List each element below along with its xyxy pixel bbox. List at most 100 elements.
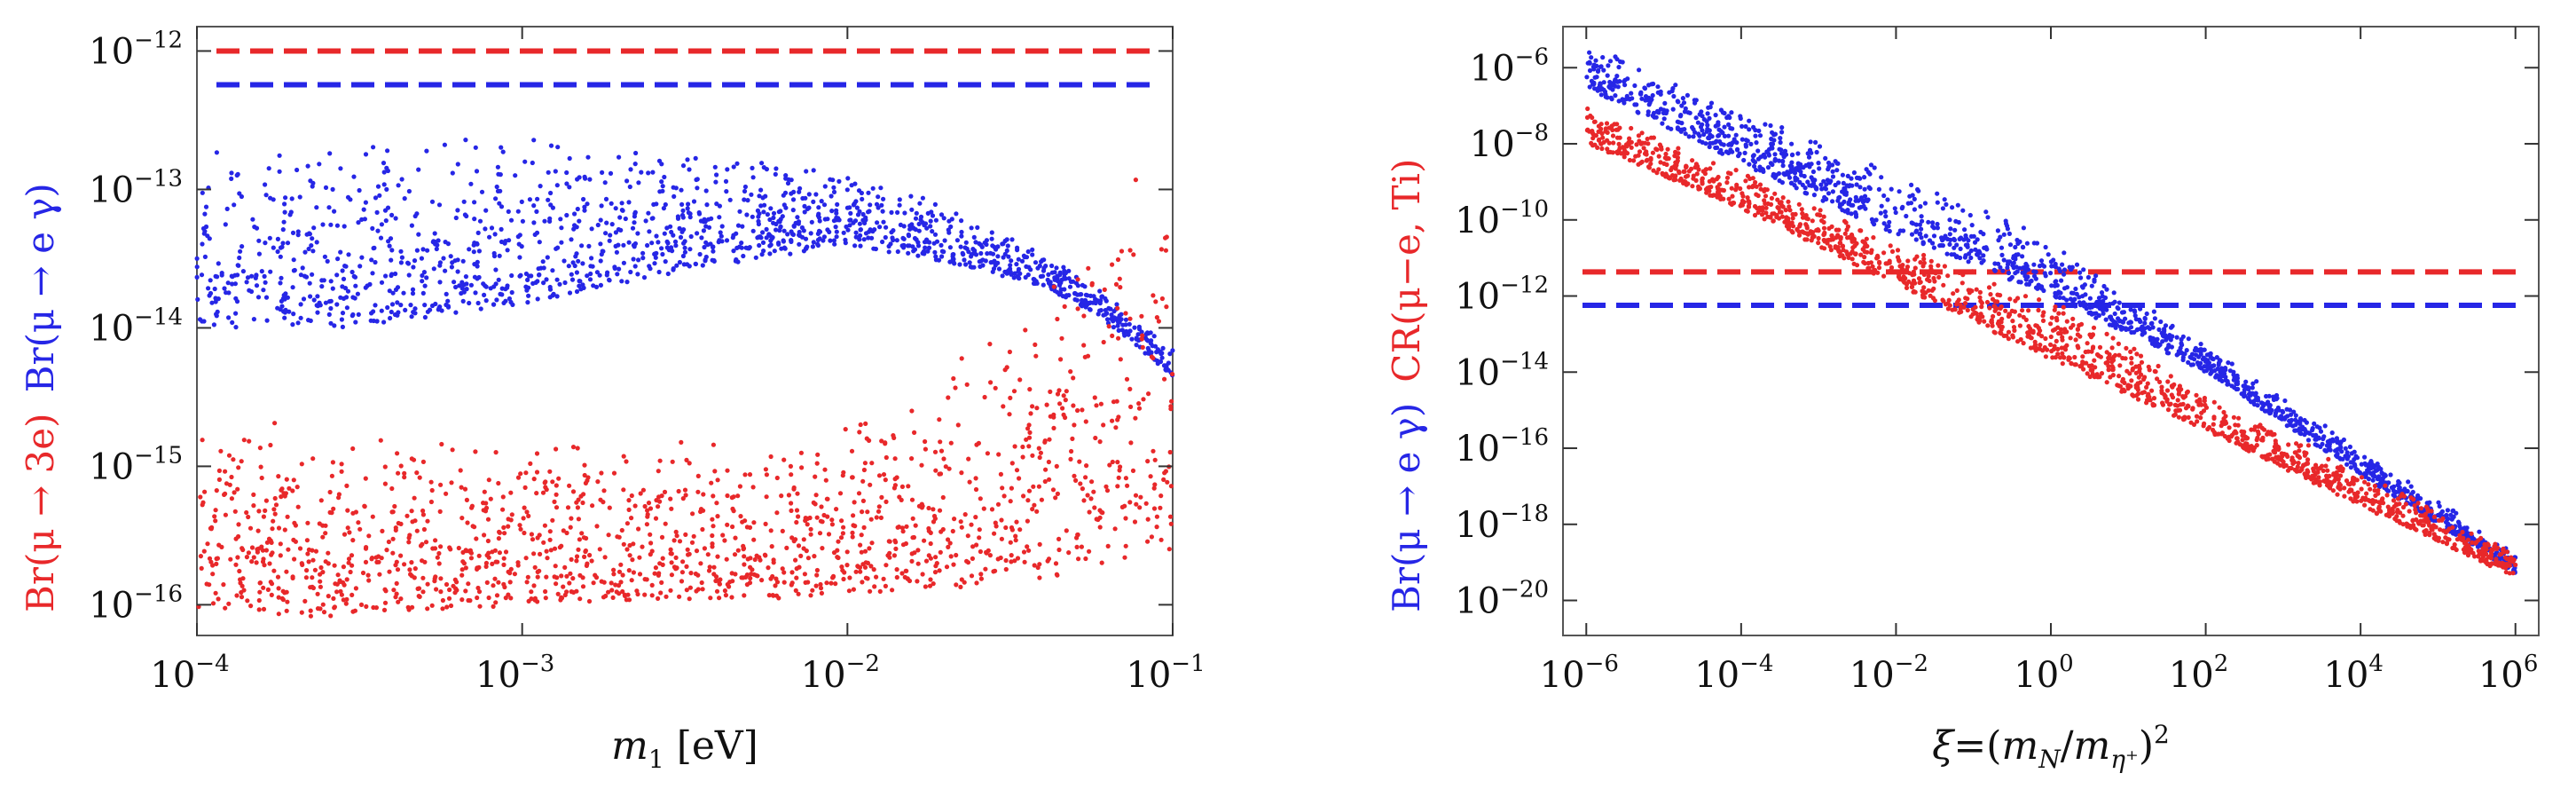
point-b [231, 457, 236, 462]
point-a [1772, 158, 1778, 163]
point-a [2112, 311, 2117, 317]
point-a [315, 310, 320, 315]
point-b [747, 525, 753, 531]
point-b [904, 568, 909, 573]
point-a [403, 307, 408, 312]
point-b [474, 536, 479, 541]
point-b [304, 538, 310, 543]
point-b [2070, 316, 2076, 321]
point-b [798, 450, 805, 455]
point-a [1917, 232, 1922, 237]
point-b [575, 505, 581, 510]
point-b [273, 502, 279, 508]
point-b [743, 574, 749, 580]
point-b [1001, 493, 1007, 499]
point-b [607, 505, 612, 510]
point-a [671, 266, 676, 272]
point-b [555, 591, 561, 596]
point-a [1600, 55, 1606, 60]
point-a [1803, 162, 1809, 168]
point-b [285, 599, 290, 604]
point-a [1947, 232, 1952, 237]
point-b [1024, 437, 1029, 442]
point-b [438, 544, 444, 549]
point-a [1598, 82, 1603, 87]
point-b [1051, 284, 1056, 289]
point-b [969, 522, 974, 527]
point-a [338, 295, 343, 300]
point-a [537, 240, 542, 245]
point-b [958, 519, 963, 525]
point-b [883, 441, 888, 446]
point-b [412, 495, 417, 501]
point-a [767, 217, 773, 223]
point-b [464, 548, 469, 554]
point-a [631, 242, 637, 248]
point-a [731, 164, 736, 170]
point-a [761, 249, 766, 254]
point-b [763, 521, 768, 527]
point-b [410, 604, 415, 610]
point-a [844, 205, 851, 210]
point-b [486, 477, 491, 483]
point-b [1000, 485, 1005, 491]
point-a [653, 255, 658, 260]
point-b [1158, 247, 1164, 252]
point-a [1729, 110, 1734, 115]
point-a [390, 290, 396, 296]
point-a [703, 219, 708, 225]
point-a [1771, 173, 1776, 178]
point-a [263, 182, 268, 187]
point-b [1162, 470, 1167, 476]
point-a [1603, 94, 1608, 99]
point-b [685, 547, 690, 552]
point-b [706, 568, 712, 573]
point-a [519, 199, 524, 204]
point-b [282, 590, 287, 596]
point-a [704, 202, 710, 208]
point-a [1802, 190, 1808, 195]
point-b [676, 488, 681, 494]
point-a [900, 235, 906, 241]
point-a [1944, 236, 1951, 241]
point-a [1129, 336, 1135, 342]
point-a [373, 195, 379, 201]
point-b [983, 566, 988, 572]
point-b [1051, 414, 1056, 420]
point-b [318, 564, 324, 571]
point-b [1984, 299, 1991, 305]
point-b [836, 539, 841, 544]
point-a [424, 275, 429, 280]
point-a [2152, 316, 2157, 321]
point-a [716, 240, 721, 245]
point-a [677, 259, 683, 265]
point-a [2117, 300, 2122, 305]
point-b [435, 555, 440, 560]
point-b [906, 484, 911, 489]
point-a [2470, 536, 2476, 541]
point-a [693, 155, 698, 161]
point-a [2444, 512, 2449, 518]
point-b [1617, 135, 1622, 140]
point-a [1705, 122, 1710, 128]
point-a [2087, 296, 2093, 301]
point-a [939, 212, 945, 217]
point-b [1075, 306, 1080, 312]
point-b [531, 551, 537, 556]
point-a [515, 209, 521, 214]
point-a [806, 192, 812, 197]
point-a [662, 231, 667, 236]
point-a [796, 219, 802, 225]
point-a [1708, 100, 1715, 106]
point-a [1806, 154, 1812, 160]
point-b [959, 525, 964, 530]
point-a [649, 216, 655, 221]
point-b [998, 471, 1003, 477]
point-b [1013, 533, 1018, 539]
point-a [335, 256, 341, 262]
point-a [1126, 332, 1131, 337]
point-a [1732, 137, 1737, 142]
point-a [271, 197, 276, 202]
point-a [1892, 206, 1897, 211]
point-a [2456, 520, 2462, 526]
